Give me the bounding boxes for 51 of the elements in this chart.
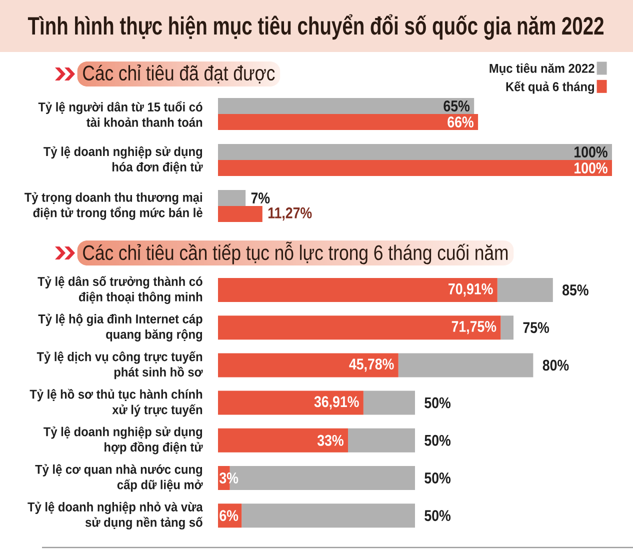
bar bbox=[218, 390, 364, 415]
total-label: 50% bbox=[424, 397, 451, 408]
total-label: 50% bbox=[424, 510, 451, 522]
data-label: 33% bbox=[317, 434, 344, 446]
chart-title: Các chỉ tiêu cần tiếp tục nỗ lực trong 6 tháng cuối năm bbox=[83, 242, 508, 264]
y-tick-label: Tỷ lệ cơ quan nhà nước cung cấp dữ liệu mở bbox=[35, 464, 203, 492]
legend-label: Mục tiêu năm 2022 bbox=[490, 63, 594, 76]
bar bbox=[497, 278, 553, 302]
chart-subtitle: Các chỉ tiêu đã đạt được bbox=[83, 64, 275, 84]
y-tick-label: Tỷ lệ hộ gia đình Internet cáp quang băng rộng bbox=[38, 314, 202, 342]
total-label: 85% bbox=[562, 284, 588, 296]
chart-title: Tình hình thực hiện mục tiêu chuyển đổi số quốc gia năm 2022 bbox=[28, 14, 604, 40]
bar bbox=[218, 144, 612, 160]
y-tick-label: Tỷ lệ dân số trưởng thành có điện thoại thông minh bbox=[38, 276, 202, 304]
data-label: 65% bbox=[444, 100, 470, 112]
data-label: 100% bbox=[574, 162, 608, 174]
bar bbox=[218, 316, 501, 340]
y-tick-label: Tỷ trọng doanh thu thương mại điện tử trong tổng mức bán lẻ bbox=[24, 192, 202, 220]
bar bbox=[363, 390, 415, 415]
data-label: 6% bbox=[220, 510, 238, 522]
y-tick-label: Tỷ lệ người dân từ 15 tuổi có tài khoản thanh toán bbox=[38, 101, 202, 127]
total-label: 75% bbox=[523, 322, 550, 334]
bar bbox=[218, 98, 474, 114]
data-label: 71,75% bbox=[452, 321, 496, 334]
bar bbox=[218, 160, 612, 176]
data-label: 66% bbox=[448, 116, 474, 128]
bar bbox=[398, 353, 534, 378]
y-tick-label: Tỷ lệ dịch vụ công trực tuyến phát sinh hồ sơ bbox=[36, 351, 203, 380]
bar bbox=[218, 190, 246, 206]
bar bbox=[218, 428, 348, 452]
bar bbox=[500, 316, 514, 340]
bar bbox=[242, 504, 415, 528]
bar bbox=[218, 206, 262, 222]
y-tick-label: Tỷ lệ hồ sơ thủ tục hành chính xử lý trực tuyến bbox=[30, 388, 202, 417]
data-label: 45,78% bbox=[349, 358, 394, 372]
total-label: 80% bbox=[542, 360, 569, 371]
bar bbox=[218, 114, 478, 130]
data-label: 36,91% bbox=[314, 396, 359, 410]
y-tick-label: Tỷ lệ doanh nghiệp sử dụng hợp đồng điện tử bbox=[44, 426, 203, 454]
bar bbox=[348, 428, 415, 452]
y-tick-label: Tỷ lệ doanh nghiệp nhỏ và vừa sử dụng nền tảng số bbox=[28, 502, 203, 530]
data-label: 7% bbox=[251, 192, 270, 204]
data-label: 100% bbox=[574, 146, 608, 158]
total-label: 50% bbox=[424, 472, 451, 484]
data-label: 70,91% bbox=[448, 283, 493, 297]
total-label: 50% bbox=[424, 434, 451, 446]
bar bbox=[218, 353, 398, 378]
bar bbox=[218, 278, 498, 302]
data-label: 11,27% bbox=[268, 207, 312, 221]
y-tick-label: Tỷ lệ doanh nghiệp sử dụng hóa đơn điện tử bbox=[44, 146, 203, 174]
legend-label: Kết quả 6 tháng bbox=[506, 81, 594, 94]
